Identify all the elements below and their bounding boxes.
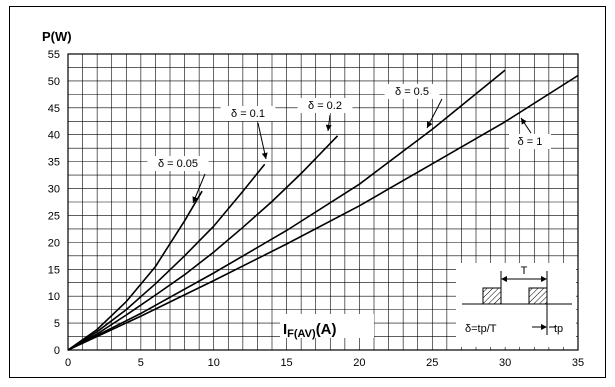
series-line [67,163,266,351]
inset-tp-label: tp [554,323,563,335]
curve-label: δ = 0.1 [220,106,276,160]
x-axis-label: IF(AV)(A) [280,314,374,340]
curve-label-bg [384,84,440,99]
series-line [67,135,339,351]
y-tick-label: 45 [48,103,60,115]
curve-label-bg [509,134,551,149]
curve-label: δ = 0.2 [297,98,353,132]
y-tick-label: 55 [48,49,60,61]
curve-label-bg [147,156,209,171]
series-line [67,190,203,351]
curve-label: δ = 0.05 [147,156,209,204]
x-tick-label: 15 [280,357,292,369]
x-axis-label-text: IF(AV)(A) [283,321,337,340]
plot-area-border [67,53,579,351]
arrow-icon [427,121,433,128]
arrow-icon [261,152,268,159]
x-tick-label: 25 [426,357,438,369]
x-tick-label: 30 [499,357,511,369]
y-tick-label: 10 [48,291,60,303]
inset-pulse [528,287,548,305]
y-tick-label: 50 [48,76,60,88]
series-line [67,69,506,351]
x-tick-label: 20 [353,357,365,369]
curve-label: δ = 1 [509,117,551,149]
inset-pulse [482,287,502,305]
arrow-icon [325,124,332,131]
y-tick-label: 25 [48,210,60,222]
duty-cycle-inset: Tδ=tp/T tp [456,263,576,347]
x-tick-label: 10 [208,357,220,369]
series-line [67,74,579,351]
inset-duty-label: δ=tp/T [465,323,497,335]
y-axis-label: P(W) [42,29,72,44]
y-tick-label: 20 [48,237,60,249]
curve-label-text: δ = 0.05 [158,158,198,170]
x-tick-label: 0 [65,357,71,369]
x-axis-label-bg [280,314,374,338]
y-tick-label: 15 [48,264,60,276]
curve-label-text: δ = 0.1 [231,108,265,120]
curve-label-text: δ = 0.5 [395,86,429,98]
y-tick-label: 5 [54,318,60,330]
y-tick-label: 35 [48,157,60,169]
curve-label-text: δ = 0.2 [308,100,342,112]
curve-label: δ = 0.5 [384,84,443,129]
y-tick-label: 40 [48,130,60,142]
curve-label-bg [220,106,276,121]
x-tick-label: 5 [138,357,144,369]
arrow-icon [501,276,507,282]
power-dissipation-chart: 0 5 10 15 20 25 30 35 0 5 10 15 20 25 30 35 40 45 50 55 P(W)… [42,29,584,369]
curve-label-leader [257,122,267,160]
inset-period-label: T [521,265,528,277]
arrow-icon [541,276,547,282]
y-tick-label: 0 [54,345,60,357]
y-tick-label: 30 [48,184,60,196]
curve-label-bg [297,98,353,113]
arrow-icon [541,324,547,330]
arrow-icon [521,118,527,125]
x-tick-label: 35 [572,357,584,369]
chart-frame: 0 5 10 15 20 25 30 35 0 5 10 15 20 25 30 35 40 45 50 55 P(W)… [9,6,606,378]
arrow-icon [192,196,199,203]
curve-label-text: δ = 1 [518,136,543,148]
inset-bg [456,263,576,347]
